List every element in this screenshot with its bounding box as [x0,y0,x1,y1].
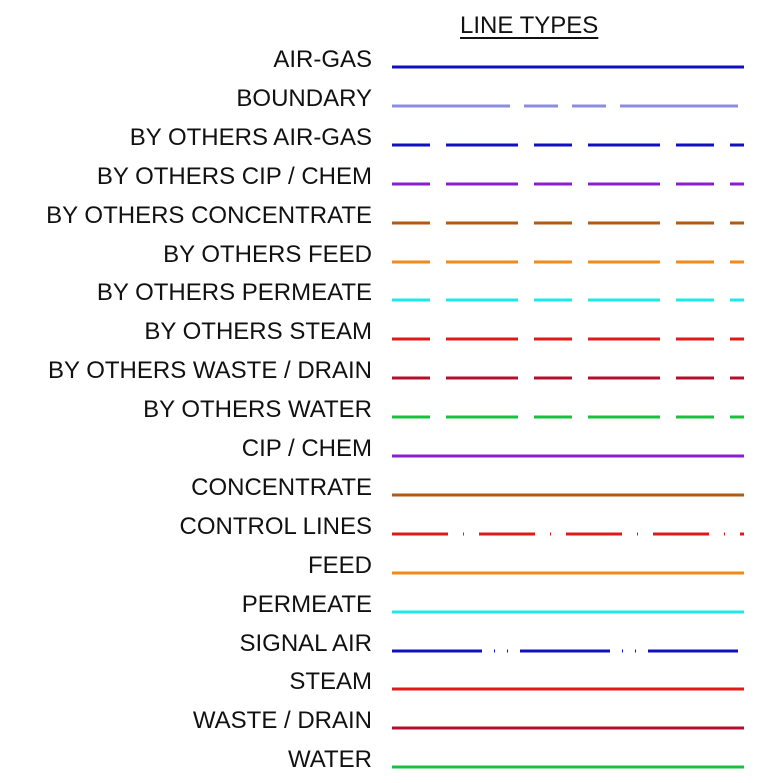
line-swatch-water [392,765,744,769]
legend-label: WASTE / DRAIN [192,707,372,734]
line-swatch-air-gas [392,65,744,69]
legend-row-cip-chem: CIP / CHEM [0,434,758,472]
legend-label: SIGNAL AIR [239,630,373,657]
legend-row-by-others-concentrate: BY OTHERS CONCENTRATE [0,201,758,239]
legend-label: BY OTHERS FEED [163,241,372,268]
legend-label: CONTROL LINES [179,513,372,540]
line-swatch-by-others-air-gas [392,143,744,147]
legend-row-by-others-feed: BY OTHERS FEED [0,240,758,278]
legend-label: WATER [288,746,372,773]
line-swatch-by-others-water [392,415,744,419]
legend-row-air-gas: AIR-GAS [0,45,758,83]
legend-label: STEAM [289,668,372,695]
legend-row-by-others-steam: BY OTHERS STEAM [0,317,758,355]
legend-row-feed: FEED [0,551,758,589]
line-swatch-boundary [392,104,744,108]
legend-label: BY OTHERS STEAM [144,318,372,345]
line-swatch-by-others-feed [392,260,744,264]
legend-row-concentrate: CONCENTRATE [0,473,758,511]
legend-label: BY OTHERS WATER [143,396,372,423]
legend-row-steam: STEAM [0,667,758,705]
legend-row-water: WATER [0,745,758,783]
legend-label: BY OTHERS CIP / CHEM [96,163,372,190]
legend-label: BOUNDARY [236,85,372,112]
line-swatch-by-others-waste-drain [392,376,744,380]
legend-row-permeate: PERMEATE [0,590,758,628]
line-swatch-by-others-steam [392,337,744,341]
legend-label: CIP / CHEM [241,435,372,462]
legend-label: PERMEATE [241,591,372,618]
legend-row-signal-air: SIGNAL AIR [0,629,758,667]
line-swatch-signal-air [392,649,744,653]
legend-row-by-others-air-gas: BY OTHERS AIR-GAS [0,123,758,161]
legend-label: BY OTHERS PERMEATE [96,279,372,306]
line-swatch-concentrate [392,493,744,497]
line-swatch-cip-chem [392,454,744,458]
line-swatch-steam [392,687,744,691]
line-swatch-control-lines [392,532,744,536]
line-swatch-by-others-permeate [392,298,744,302]
legend-row-waste-drain: WASTE / DRAIN [0,706,758,744]
legend-row-by-others-permeate: BY OTHERS PERMEATE [0,278,758,316]
legend-row-by-others-waste-drain: BY OTHERS WASTE / DRAIN [0,356,758,394]
legend-row-by-others-cip-chem: BY OTHERS CIP / CHEM [0,162,758,200]
legend-row-by-others-water: BY OTHERS WATER [0,395,758,433]
legend-label: BY OTHERS AIR-GAS [129,124,372,151]
legend-label: AIR-GAS [273,46,372,73]
line-swatch-by-others-concentrate [392,221,744,225]
legend-label: FEED [307,552,372,579]
line-swatch-by-others-cip-chem [392,182,744,186]
legend-row-boundary: BOUNDARY [0,84,758,122]
line-swatch-waste-drain [392,726,744,730]
legend-title: LINE TYPES [460,12,599,39]
legend-row-control-lines: CONTROL LINES [0,512,758,550]
legend-label: BY OTHERS WASTE / DRAIN [47,357,372,384]
legend-label: CONCENTRATE [191,474,372,501]
legend-label: BY OTHERS CONCENTRATE [46,202,372,229]
line-swatch-permeate [392,610,744,614]
line-swatch-feed [392,571,744,575]
